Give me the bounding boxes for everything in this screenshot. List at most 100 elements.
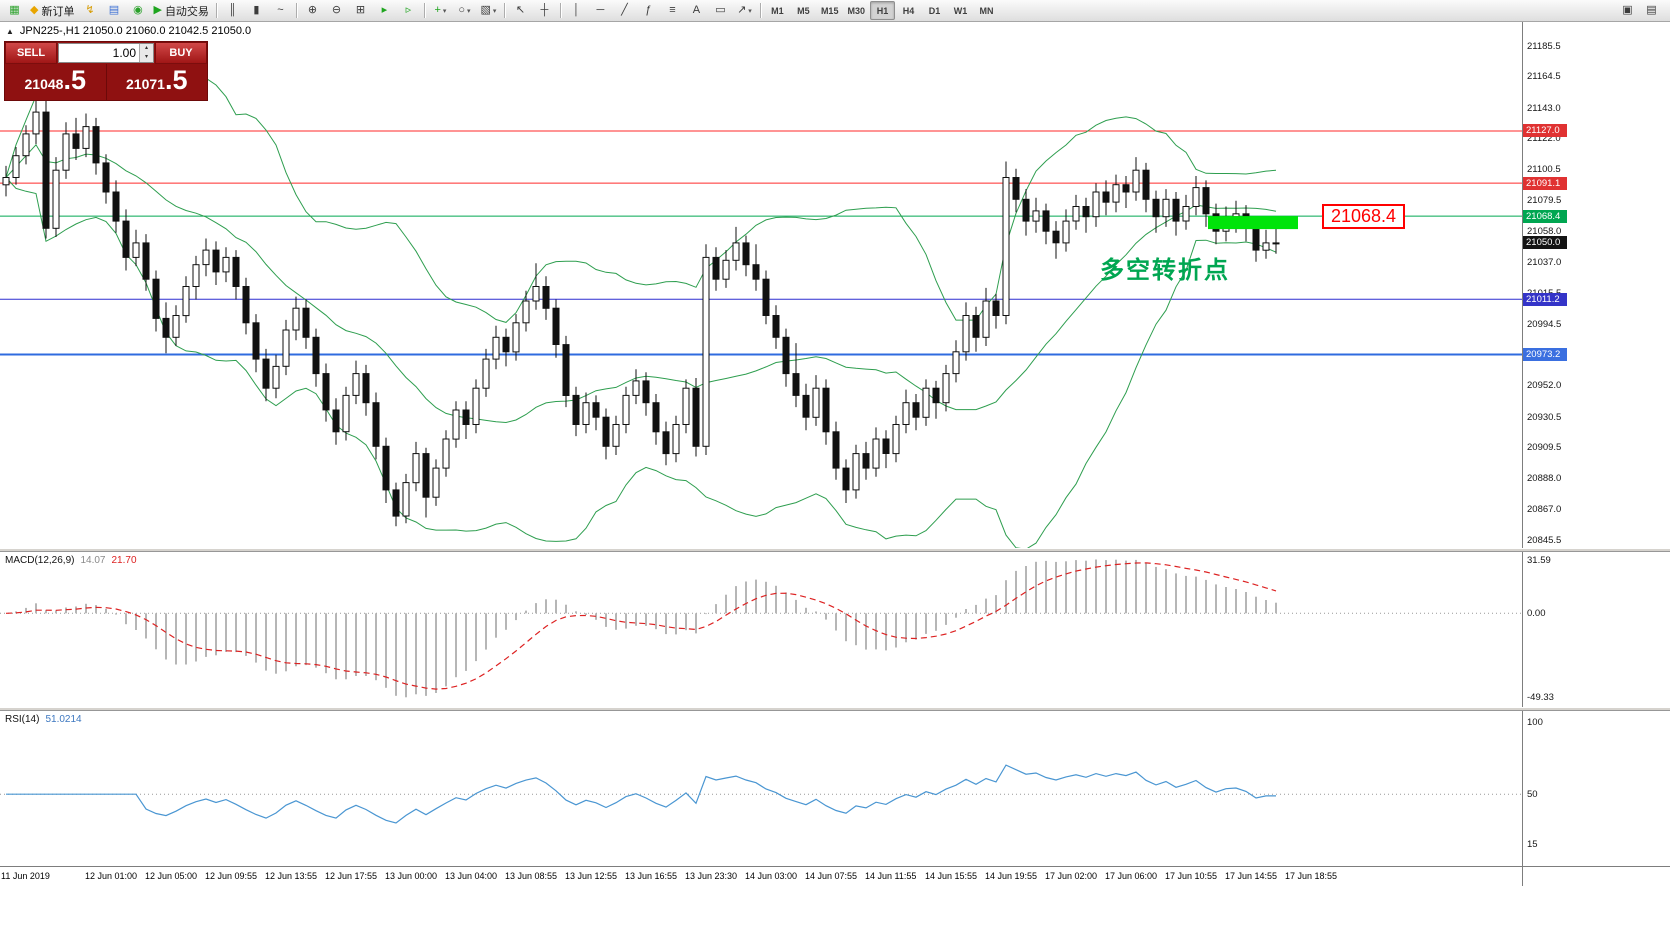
candle bbox=[982, 300, 990, 338]
rsi-axis-line bbox=[1522, 711, 1523, 866]
tf-d1-button[interactable]: D1 bbox=[928, 5, 941, 16]
buy-button[interactable]: BUY bbox=[155, 42, 207, 64]
volume-input[interactable] bbox=[59, 44, 139, 62]
auto-scroll-button[interactable]: ▸ bbox=[381, 4, 388, 16]
candle bbox=[182, 286, 190, 317]
horizontal-line-button[interactable]: ─ bbox=[596, 4, 605, 16]
rsi-canvas[interactable] bbox=[0, 711, 1522, 866]
price-axis-label: 21058.0 bbox=[1527, 226, 1562, 237]
candle bbox=[422, 453, 430, 498]
tf-mn-button[interactable]: MN bbox=[979, 5, 994, 16]
candle bbox=[1102, 191, 1110, 203]
time-axis[interactable]: 11 Jun 2019 12 Jun 01:00 12 Jun 05:00 12 Ju… bbox=[0, 866, 1670, 886]
candle bbox=[532, 286, 540, 302]
price-axis-marker: 21091.1 bbox=[1523, 177, 1567, 190]
tf-w1-button[interactable]: W1 bbox=[953, 5, 968, 16]
tf-m5-button[interactable]: M5 bbox=[797, 5, 810, 16]
tf-h4-button[interactable]: H4 bbox=[902, 5, 915, 16]
time-axis-label: 17 Jun 02:00 bbox=[1045, 871, 1098, 881]
candle bbox=[1052, 230, 1060, 244]
tf-m15-button[interactable]: M15 bbox=[820, 5, 839, 16]
candle bbox=[1252, 224, 1260, 251]
candle bbox=[742, 242, 750, 266]
candle bbox=[1122, 184, 1130, 193]
line-chart-button[interactable]: ~ bbox=[277, 4, 284, 16]
new-order-button[interactable]: ◆ 新订单 bbox=[30, 4, 75, 18]
price-callout[interactable]: 21068.4 bbox=[1322, 204, 1406, 229]
candle bbox=[562, 344, 570, 397]
sell-button[interactable]: SELL bbox=[5, 42, 57, 64]
candle bbox=[42, 111, 50, 229]
toolbar-separator bbox=[503, 3, 505, 18]
window-list-icon[interactable]: ▤ bbox=[1646, 4, 1657, 16]
price-axis-label: 21185.5 bbox=[1527, 41, 1561, 52]
volume-increase-button[interactable]: ▴ bbox=[144, 45, 148, 51]
candlestick-chart-button[interactable]: ▮ bbox=[253, 4, 260, 16]
tf-m1-button[interactable]: M1 bbox=[771, 5, 784, 16]
candle bbox=[1132, 169, 1140, 193]
time-axis-label: 17 Jun 14:55 bbox=[1225, 871, 1278, 881]
candle bbox=[1012, 177, 1020, 200]
tile-windows-button[interactable]: ⊞ bbox=[355, 4, 366, 16]
dock-window-icon[interactable]: ▣ bbox=[1622, 4, 1633, 16]
candle bbox=[372, 402, 380, 447]
arrows-button[interactable]: ↗ ▾ bbox=[737, 4, 752, 16]
candle bbox=[1042, 210, 1050, 232]
price-axis-label: 21164.5 bbox=[1527, 71, 1561, 82]
tf-m30-button[interactable]: M30 bbox=[847, 5, 865, 16]
price-axis-label: 21079.5 bbox=[1527, 195, 1562, 206]
candle bbox=[322, 373, 330, 411]
tf-h1-button[interactable]: H1 bbox=[869, 1, 895, 20]
label-button[interactable]: ▭ bbox=[715, 4, 726, 16]
indicators-button[interactable]: + ▾ bbox=[434, 4, 447, 16]
text-button[interactable]: A bbox=[692, 4, 701, 16]
volume-decrease-button[interactable]: ▾ bbox=[144, 54, 148, 60]
sell-price[interactable]: 21048.5 bbox=[5, 64, 107, 100]
autotrading-button[interactable]: ▶ 自动交易 bbox=[153, 4, 209, 18]
fibonacci-button[interactable]: ƒ bbox=[645, 4, 652, 16]
trendline-button[interactable]: ╱ bbox=[621, 4, 628, 16]
buy-price-main: 21071 bbox=[126, 76, 165, 92]
vertical-line-button[interactable]: │ bbox=[573, 4, 580, 16]
one-click-collapse-icon[interactable]: ▲ bbox=[6, 26, 14, 36]
time-axis-label: 12 Jun 13:55 bbox=[265, 871, 318, 881]
rsi-label: RSI(14) 51.0214 bbox=[5, 714, 82, 725]
bar-chart-button[interactable]: ║ bbox=[228, 4, 237, 16]
price-axis-marker: 21011.2 bbox=[1523, 293, 1567, 306]
candle bbox=[872, 438, 880, 469]
candle bbox=[1062, 220, 1070, 244]
candle bbox=[162, 317, 170, 338]
periods-button[interactable]: ○ ▾ bbox=[458, 4, 471, 16]
main-chart-canvas[interactable] bbox=[0, 22, 1522, 548]
time-axis-label: 12 Jun 09:55 bbox=[205, 871, 258, 881]
turning-point-annotation[interactable]: 多空转折点 bbox=[1100, 257, 1230, 284]
chart-window-icon[interactable]: ↯ bbox=[85, 4, 95, 16]
buy-price[interactable]: 21071.5 bbox=[107, 64, 208, 100]
window-background bbox=[0, 886, 1670, 946]
candle bbox=[792, 373, 800, 396]
templates-button[interactable]: ▧ ▾ bbox=[480, 4, 497, 16]
chart-shift-button[interactable]: ▹ bbox=[405, 4, 412, 16]
candle bbox=[342, 394, 350, 433]
candle bbox=[902, 402, 910, 426]
price-axis-label: 21037.0 bbox=[1527, 257, 1562, 268]
navigator-icon[interactable]: ◉ bbox=[133, 4, 143, 16]
zoom-in-button[interactable]: ⊕ bbox=[307, 4, 318, 16]
candle bbox=[412, 453, 420, 484]
cursor-button[interactable]: ↖ bbox=[515, 4, 526, 16]
shapes-button[interactable]: ≡ bbox=[669, 4, 676, 16]
terminal-icon[interactable]: ▦ bbox=[9, 4, 20, 16]
candle bbox=[912, 402, 920, 418]
macd-canvas[interactable] bbox=[0, 552, 1522, 707]
candle bbox=[612, 424, 620, 447]
crosshair-button[interactable]: ┼ bbox=[540, 4, 549, 16]
candle bbox=[1112, 184, 1120, 203]
candle bbox=[272, 365, 280, 389]
highlight-zone[interactable] bbox=[1208, 216, 1298, 230]
market-watch-icon[interactable]: ▤ bbox=[108, 4, 120, 16]
candle bbox=[262, 358, 270, 389]
zoom-out-button[interactable]: ⊖ bbox=[331, 4, 342, 16]
panel-splitter[interactable] bbox=[0, 548, 1670, 552]
main-chart-panel: ▲ JPN225-,H1 21050.0 21060.0 21042.5 210… bbox=[0, 22, 1670, 548]
panel-splitter[interactable] bbox=[0, 707, 1670, 711]
